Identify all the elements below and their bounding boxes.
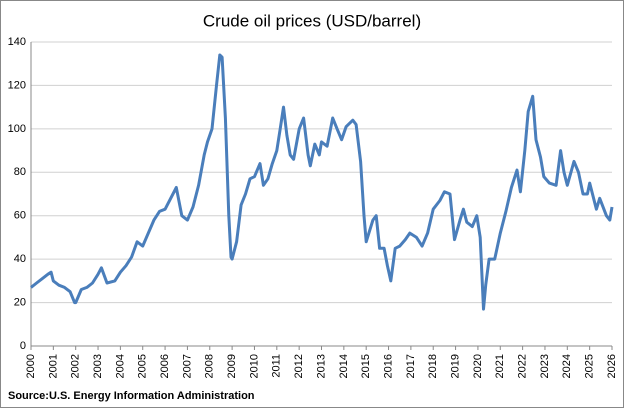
y-tick-label: 20 [14, 296, 26, 308]
source: Source:U.S. Energy Information Administr… [8, 390, 255, 402]
x-tick-label: 2016 [382, 354, 394, 378]
x-tick-label: 2017 [405, 354, 417, 378]
x-tick-label: 2000 [25, 354, 37, 378]
x-tick-label: 2011 [271, 354, 283, 378]
x-tick-label: 2007 [181, 354, 193, 378]
y-tick-label: 140 [8, 36, 26, 48]
x-tick-label: 2002 [70, 354, 82, 378]
y-tick-label: 100 [8, 123, 26, 135]
x-tick-label: 2008 [204, 354, 216, 378]
x-tick-label: 2010 [248, 354, 260, 378]
x-tick-label: 2006 [159, 354, 171, 378]
x-tick-label: 2026 [606, 354, 618, 378]
y-tick-label: 80 [14, 166, 26, 178]
x-tick-label: 2018 [427, 354, 439, 378]
x-tick-label: 2012 [293, 354, 305, 378]
y-tick-label: 60 [14, 210, 26, 222]
x-tick-label: 2025 [584, 354, 596, 378]
x-tick-label: 2019 [449, 354, 461, 378]
x-tick-label: 2005 [137, 354, 149, 378]
y-tick-label: 120 [8, 79, 26, 91]
chart-title: Crude oil prices (USD/barrel) [203, 11, 421, 30]
x-tick-label: 2021 [494, 354, 506, 378]
x-tick-label: 2009 [226, 354, 238, 378]
x-tick-label: 2022 [517, 354, 529, 378]
x-tick-label: 2001 [47, 354, 59, 378]
x-tick-label: 2004 [114, 354, 126, 378]
x-tick-label: 2003 [92, 354, 104, 378]
x-tick-label: 2020 [472, 354, 484, 378]
y-tick-label: 40 [14, 253, 26, 265]
x-tick-label: 2014 [338, 354, 350, 378]
x-tick-label: 2013 [315, 354, 327, 378]
x-tick-label: 2024 [561, 354, 573, 378]
x-tick-label: 2023 [539, 354, 551, 378]
line-series [30, 53, 614, 311]
x-tick-label: 2015 [360, 354, 372, 378]
y-tick-label: 0 [20, 340, 26, 352]
